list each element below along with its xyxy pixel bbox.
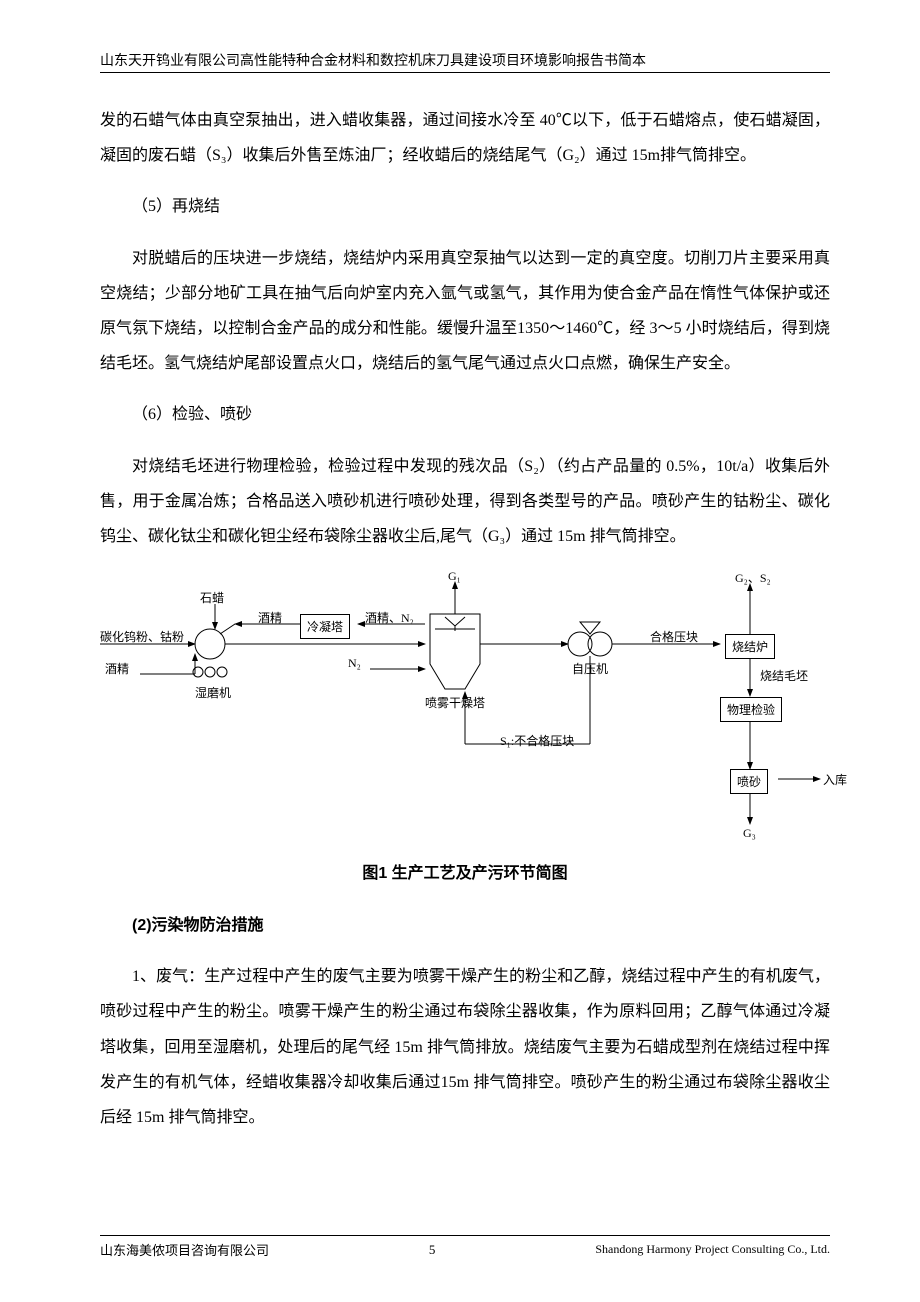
alcohol-return-label: 酒精 (258, 609, 282, 626)
section-6-title: （6）检验、喷砂 (100, 397, 830, 432)
section-pollution-title: (2)污染物防治措施 (100, 908, 830, 943)
page-number: 5 (429, 1242, 436, 1258)
sinter-blank-label: 烧结毛坯 (760, 667, 808, 684)
g3-label: G₃ (743, 826, 756, 841)
paragraph-6: 对烧结毛坯进行物理检验，检验过程中发现的残次品（S₂）（约占产品量的 0.5%，… (100, 449, 830, 555)
spray-tower-label: 喷雾干燥塔 (425, 694, 485, 711)
footer-company-cn: 山东海美侬项目咨询有限公司 (100, 1240, 269, 1259)
paragraph-5: 对脱蜡后的压块进一步烧结，烧结炉内采用真空泵抽气以达到一定的真空度。切削刀片主要… (100, 241, 830, 382)
n2-label: N₂ (348, 656, 361, 671)
fail-block-label: S₁:不合格压块 (500, 732, 574, 749)
paragraph-pollution-1: 1、废气：生产过程中产生的废气主要为喷雾干燥产生的粉尘和乙醇，烧结过程中产生的有… (100, 959, 830, 1135)
g2-s2-label: G₂、S₂ (735, 569, 771, 586)
press-label: 自压机 (572, 660, 608, 677)
figure-1-caption: 图1 生产工艺及产污环节简图 (100, 859, 830, 883)
input-paraffin-label: 石蜡 (200, 589, 224, 606)
paragraph-intro-cont: 发的石蜡气体由真空泵抽出，进入蜡收集器，通过间接水冷至 40℃以下，低于石蜡熔点… (100, 103, 830, 173)
store-label: 入库 (823, 771, 847, 788)
inspect-box: 物理检验 (720, 697, 782, 722)
g1-label: G₁ (448, 569, 461, 584)
input-alcohol-label: 酒精 (105, 660, 129, 677)
sandblast-box: 喷砂 (730, 769, 768, 794)
condenser-box: 冷凝塔 (300, 614, 350, 639)
pass-block-label: 合格压块 (650, 628, 698, 645)
footer-company-en: Shandong Harmony Project Consulting Co.,… (595, 1242, 830, 1257)
alcohol-n2-label: 酒精、N₂ (365, 609, 414, 626)
section-5-title: （5）再烧结 (100, 189, 830, 224)
input-wc-co-label: 碳化钨粉、钴粉 (100, 628, 184, 645)
page-footer: 山东海美侬项目咨询有限公司 5 Shandong Harmony Project… (100, 1235, 830, 1259)
process-flow-diagram: 石蜡 碳化钨粉、钴粉 酒精 湿磨机 酒精 冷凝塔 酒精、N₂ N₂ G₁ 喷雾干… (100, 574, 830, 844)
sinter-box: 烧结炉 (725, 634, 775, 659)
grinder-label: 湿磨机 (195, 684, 231, 701)
doc-header: 山东天开钨业有限公司高性能特种合金材料和数控机床刀具建设项目环境影响报告书简本 (100, 50, 830, 73)
